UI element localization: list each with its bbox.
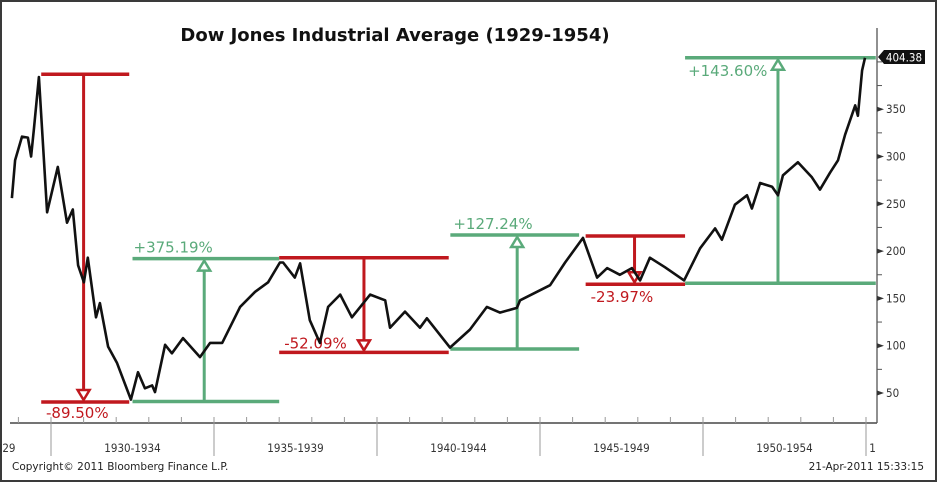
- x-tick-label: 1940-1944: [430, 441, 486, 455]
- gain-annotation: +143.60%: [685, 56, 876, 286]
- x-tick-label: 1950-1954: [756, 441, 812, 455]
- axes: 50 100 150 200 250 300 350 -1929 1930-1934 1935-1…: [0, 28, 906, 456]
- y-tick-label: 150: [886, 291, 906, 305]
- y-tick-mark: [877, 343, 884, 349]
- last-value-box: [878, 50, 925, 64]
- arrow-down-icon: [355, 339, 373, 353]
- x-tick-label: 1: [869, 441, 876, 455]
- timestamp-text: 21-Apr-2011 15:33:15: [809, 461, 924, 473]
- arrow-up-icon: [196, 258, 213, 272]
- percent-change-label: -52.09%: [284, 334, 347, 352]
- x-tick-label: 1945-1949: [593, 441, 649, 455]
- y-tick-label: 100: [886, 339, 906, 353]
- x-tick-label: 1935-1939: [267, 441, 323, 455]
- annotations: -89.50% +375.19% -52.09% +127.24% -23.97% +14…: [41, 56, 876, 422]
- y-tick-label: 50: [886, 386, 899, 400]
- percent-change-label: +375.19%: [134, 239, 213, 257]
- y-tick-mark: [877, 154, 884, 159]
- y-tick-label: 350: [886, 102, 906, 116]
- x-tick-label: 1930-1934: [104, 441, 160, 455]
- dow-series-line: [10, 57, 867, 401]
- gain-annotation: +127.24%: [450, 215, 580, 351]
- loss-annotation: -52.09%: [279, 255, 449, 355]
- arrow-up-icon: [508, 234, 526, 249]
- y-tick-mark: [877, 390, 884, 396]
- y-tick-mark: [877, 201, 884, 207]
- loss-annotation: -89.50%: [41, 72, 130, 422]
- y-tick-label: 300: [886, 150, 906, 164]
- x-tick-label: -1929: [0, 441, 16, 455]
- arrow-down-icon: [75, 388, 92, 403]
- percent-change-label: -23.97%: [591, 288, 654, 306]
- y-tick-label: 200: [886, 244, 906, 258]
- copyright-text: Copyright© 2011 Bloomberg Finance L.P.: [12, 461, 228, 473]
- gain-annotation: +375.19%: [132, 239, 280, 404]
- percent-change-label: -89.50%: [46, 404, 109, 422]
- last-value-text: 404.38: [886, 51, 922, 65]
- last-value-label: 404.38: [878, 50, 925, 65]
- y-tick-mark: [877, 248, 884, 254]
- y-tick-mark: [877, 106, 884, 112]
- percent-change-label: +143.60%: [688, 62, 767, 80]
- y-tick-label: 250: [886, 197, 906, 211]
- y-tick-mark: [877, 295, 884, 301]
- percent-change-label: +127.24%: [453, 215, 532, 233]
- chart-title: Dow Jones Industrial Average (1929-1954): [180, 25, 609, 46]
- arrow-up-icon: [769, 57, 787, 72]
